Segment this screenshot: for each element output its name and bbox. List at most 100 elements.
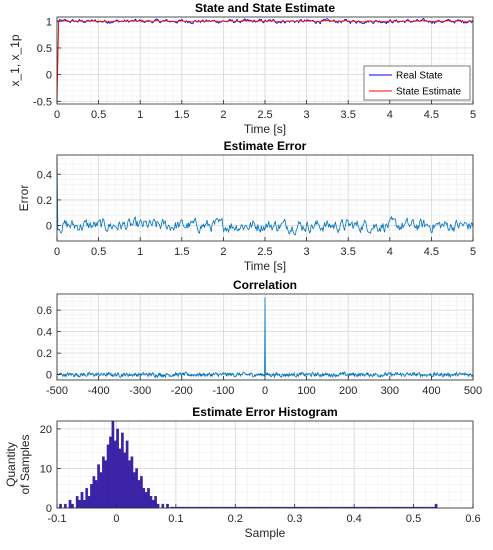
x-tick-label: -500 [46,385,68,397]
histogram-bar [166,503,169,509]
x-tick-label: 3 [304,246,310,258]
legend: Real State State Estimate [363,65,471,101]
x-tick-label: 4.5 [424,246,439,258]
histogram-bar [99,472,103,509]
histogram-bar [75,495,79,509]
histogram-bar [132,472,136,509]
histogram-bar [90,484,93,509]
y-tick-label: 0.5 [37,43,52,55]
x-tick-label: 3.5 [341,246,356,258]
y-tick-label: 20 [40,424,52,436]
histogram-bar [80,492,84,509]
histogram-bar [149,495,153,509]
chart-title: Correlation [233,278,297,292]
histogram-bar [137,480,141,509]
y-tick-label: 0.2 [37,195,52,207]
x-tick-label: 100 [297,385,315,397]
x-tick-label: 2 [220,246,226,258]
x-tick-label: 0.4 [346,513,361,525]
legend-box [363,65,471,101]
x-tick-label: 400 [422,385,440,397]
x-tick-label: 500 [464,385,482,397]
x-tick-label: 300 [381,385,399,397]
x-tick-label: 3.5 [341,109,356,121]
x-axis-label: Sample [245,526,286,540]
histogram-bar [142,488,146,509]
axes-box [56,420,474,509]
histogram-bar [82,499,86,509]
x-tick-label: 200 [339,385,357,397]
histogram-bar [85,488,89,509]
histogram-bar [144,492,148,509]
x-tick-label: 0.2 [228,513,243,525]
x-tick-label: 0.6 [465,513,480,525]
histogram-bar [156,503,160,509]
histogram-bar [102,456,105,509]
histogram-bar [135,468,138,509]
x-tick-label: 1 [137,109,143,121]
histogram-bar [78,499,81,509]
x-axis-label: Time [s] [244,259,286,273]
x-tick-label: 3 [304,109,310,121]
x-tick-label: 0.5 [91,109,106,121]
x-tick-label: 2 [220,109,226,121]
y-tick-label: 0 [46,503,52,515]
x-tick-label: -400 [88,385,110,397]
y-tick-label: 0.4 [37,327,52,339]
histogram-bar [123,452,127,509]
histogram-bar [140,476,143,509]
histogram-bar [118,448,122,509]
histogram-bar [121,432,124,509]
histogram-bar [94,480,98,509]
y-tick-label: 10 [40,463,52,475]
error-chart: 0 0.5 1 1.5 2 2.5 3 3.5 4 4.5 5 0 0.2 0.4 Estimate Err… [17,139,476,273]
x-tick-label: 0 [262,385,268,397]
histogram-bar [161,503,165,509]
x-tick-label: 2.5 [257,109,272,121]
histogram-bar [97,464,100,509]
x-tick-label: -200 [171,385,193,397]
histogram-bar [147,488,150,509]
y-tick-label: 0 [46,370,52,382]
x-tick-label: 0.3 [287,513,302,525]
histogram-bar [87,495,91,509]
x-tick-label: 0 [54,109,60,121]
state-estimate-line [56,19,474,102]
x-tick-label: 5 [470,246,476,258]
chart-title: Estimate Error Histogram [192,405,337,419]
x-tick-label: 0.5 [91,246,106,258]
y-axis-label: x_1, x_1p [8,34,22,86]
x-tick-label: 0 [113,513,119,525]
histogram-bar [68,499,72,509]
x-tick-label: 4 [387,109,393,121]
y-tick-label: 0.4 [37,169,52,181]
correlation-line [56,297,474,379]
histogram-bar [128,460,131,509]
x-tick-label: -0.1 [48,513,67,525]
correlation-chart: -500 -400 -300 -200 -100 0 100 200 300 400 500 0 0.2… [37,278,482,397]
legend-label-real: Real State [396,71,443,82]
histogram-bar [125,440,129,509]
histogram-bar [104,460,108,509]
y-tick-label: -0.5 [33,96,52,108]
histogram-bar [130,456,134,509]
x-tick-label: 5 [470,109,476,121]
x-tick-label: 2.5 [257,246,272,258]
histogram-bar [154,495,157,509]
histogram-bar [111,420,115,509]
chart-title: Estimate Error [224,139,307,153]
x-tick-label: -100 [212,385,234,397]
x-tick-label: 1 [137,246,143,258]
y-tick-label: 0.6 [37,305,52,317]
x-tick-label: 0.1 [168,513,183,525]
y-axis-label: Error [17,185,31,212]
x-tick-label: 4.5 [424,109,439,121]
histogram-bar [116,428,119,509]
legend-label-estimate: State Estimate [396,87,461,98]
histogram-bar [113,440,117,509]
histogram-bar [59,503,62,509]
x-tick-label: 1.5 [174,109,189,121]
